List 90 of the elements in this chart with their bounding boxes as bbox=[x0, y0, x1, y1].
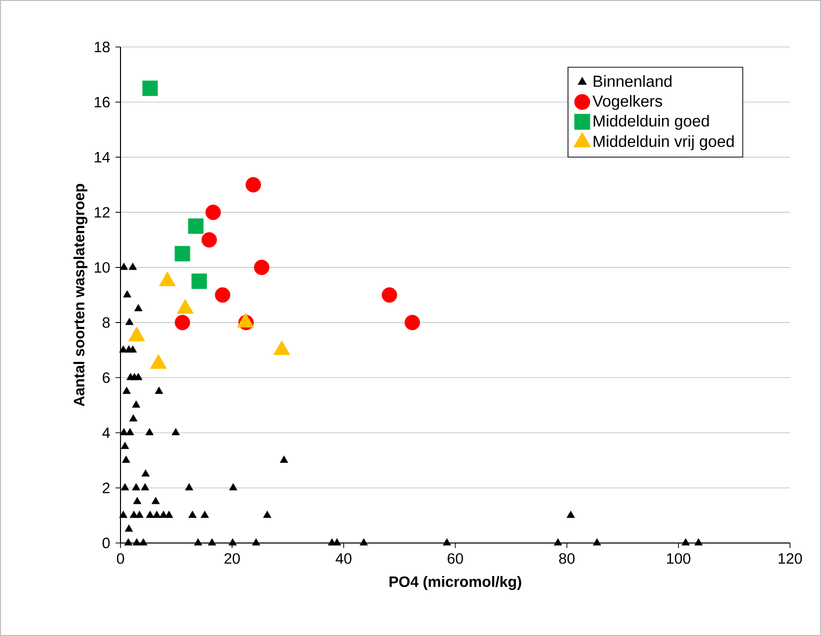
y-axis-title: Aantal soorten wasplatengroep bbox=[73, 184, 88, 406]
point bbox=[124, 524, 133, 532]
legend-label: Vogelkers bbox=[592, 95, 662, 110]
point bbox=[202, 232, 217, 248]
point bbox=[142, 469, 150, 477]
point bbox=[154, 386, 164, 394]
point bbox=[442, 538, 451, 546]
point bbox=[172, 428, 180, 436]
point bbox=[214, 287, 230, 303]
point bbox=[188, 218, 204, 234]
x-tick-label: 120 bbox=[778, 553, 802, 564]
point bbox=[682, 538, 690, 546]
point bbox=[126, 428, 134, 436]
point bbox=[140, 483, 150, 490]
x-tick-label: 60 bbox=[448, 553, 464, 564]
point bbox=[694, 538, 703, 546]
point bbox=[120, 428, 128, 436]
point bbox=[128, 326, 146, 342]
point bbox=[592, 538, 602, 546]
point bbox=[191, 274, 207, 289]
point bbox=[146, 510, 154, 518]
point bbox=[142, 80, 158, 96]
point bbox=[174, 246, 190, 262]
point bbox=[120, 483, 130, 490]
x-tick-label: 80 bbox=[559, 553, 575, 564]
point bbox=[128, 345, 137, 353]
point bbox=[152, 496, 160, 504]
y-tick-label: 0 bbox=[102, 538, 110, 548]
x-tick-label: 0 bbox=[116, 553, 124, 564]
point bbox=[566, 510, 575, 518]
point bbox=[122, 386, 131, 394]
point bbox=[188, 510, 197, 518]
point bbox=[132, 400, 140, 408]
point bbox=[360, 538, 368, 546]
point bbox=[382, 287, 398, 303]
point bbox=[229, 483, 238, 490]
y-tick-label: 4 bbox=[102, 428, 110, 438]
legend-label: Binnenland bbox=[594, 75, 672, 87]
point bbox=[228, 538, 237, 546]
point bbox=[145, 428, 154, 436]
point bbox=[150, 354, 167, 369]
point bbox=[139, 538, 148, 546]
point bbox=[134, 372, 142, 380]
y-tick-label: 6 bbox=[102, 372, 110, 383]
point bbox=[273, 340, 290, 356]
x-tick-label: 40 bbox=[336, 553, 352, 564]
point bbox=[158, 272, 176, 286]
point bbox=[252, 538, 260, 546]
point bbox=[200, 510, 209, 518]
point bbox=[124, 538, 132, 546]
point bbox=[263, 510, 272, 518]
point bbox=[246, 177, 261, 192]
y-tick-label: 18 bbox=[94, 42, 110, 52]
y-tick-label: 14 bbox=[94, 152, 110, 162]
point bbox=[205, 204, 221, 220]
point bbox=[125, 318, 134, 325]
point bbox=[132, 538, 141, 546]
point bbox=[174, 314, 190, 330]
y-tick-label: 2 bbox=[102, 482, 110, 494]
y-tick-label: 8 bbox=[102, 317, 110, 328]
y-tick-label: 12 bbox=[94, 207, 110, 218]
point bbox=[176, 299, 194, 314]
point bbox=[133, 496, 142, 504]
point bbox=[128, 262, 137, 270]
point bbox=[123, 290, 132, 298]
x-tick-label: 100 bbox=[667, 553, 690, 564]
point bbox=[119, 510, 128, 518]
point bbox=[254, 260, 270, 276]
y-tick-label: 10 bbox=[94, 262, 110, 273]
point bbox=[404, 314, 420, 330]
point bbox=[280, 456, 288, 463]
point bbox=[152, 510, 161, 518]
legend-label: Middelduin vrij goed bbox=[594, 135, 734, 150]
point bbox=[134, 304, 142, 312]
point bbox=[208, 538, 216, 546]
point bbox=[194, 538, 202, 546]
y-tick-label: 16 bbox=[94, 96, 110, 108]
point bbox=[332, 538, 342, 546]
point bbox=[554, 538, 562, 546]
x-axis-title: PO4 (micromol/kg) bbox=[390, 576, 522, 590]
point bbox=[135, 510, 144, 518]
x-tick-label: 20 bbox=[224, 553, 240, 564]
point bbox=[185, 483, 194, 490]
point bbox=[120, 262, 128, 270]
point bbox=[129, 414, 138, 422]
point bbox=[120, 442, 130, 449]
legend-label: Middelduin goed bbox=[594, 114, 709, 130]
point bbox=[122, 456, 130, 463]
point bbox=[164, 510, 174, 518]
point bbox=[132, 483, 140, 490]
